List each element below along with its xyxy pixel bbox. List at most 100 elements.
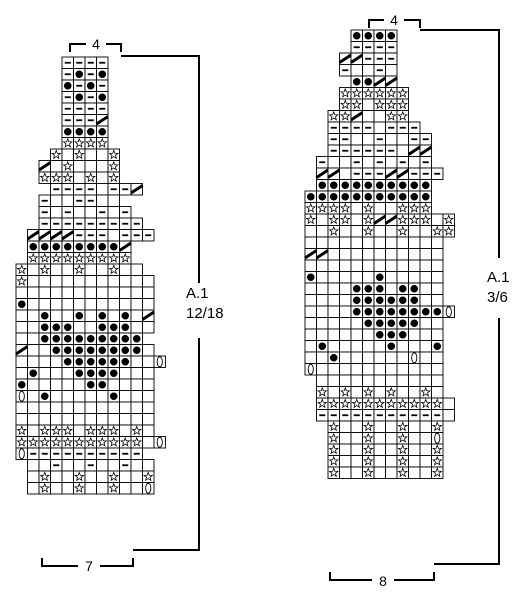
filled-circle-symbol — [17, 380, 26, 389]
filled-circle-symbol — [398, 192, 407, 201]
grid-cell — [27, 459, 40, 472]
grid-cell — [373, 455, 386, 468]
grid-cell — [73, 160, 86, 173]
grid-cell — [339, 248, 352, 261]
grid-cell — [350, 363, 363, 376]
grid-cell — [396, 144, 409, 157]
grid-cell — [431, 259, 444, 272]
slash-symbol — [396, 168, 410, 179]
grid-cell — [73, 206, 86, 219]
grid-cell — [396, 340, 409, 353]
grid-cell — [38, 344, 51, 357]
filled-circle-symbol — [318, 181, 327, 190]
star-symbol — [131, 425, 143, 436]
grid-cell — [362, 374, 375, 387]
grid-cell — [408, 236, 421, 249]
grid-cell — [350, 259, 363, 272]
grid-cell — [396, 236, 409, 249]
grid-cell — [385, 374, 398, 387]
grid-cell — [304, 305, 317, 318]
grid-cell — [73, 413, 86, 426]
slash-symbol — [315, 168, 329, 179]
slash-symbol — [15, 345, 29, 356]
star-symbol — [73, 137, 85, 148]
grid-cell — [316, 351, 329, 364]
grid-cell — [431, 363, 444, 376]
grid-cell — [385, 64, 398, 77]
slash-symbol — [95, 115, 109, 126]
grid-cell — [419, 455, 432, 468]
star-symbol — [408, 398, 420, 409]
slash-symbol — [141, 310, 155, 321]
grid-cell — [385, 271, 398, 284]
star-symbol — [119, 436, 131, 447]
grid-cell — [408, 156, 421, 169]
grid-cell — [373, 259, 386, 272]
slash-symbol — [350, 111, 364, 122]
filled-circle-symbol — [40, 242, 49, 251]
grid-cell — [50, 298, 63, 311]
filled-circle-symbol — [352, 296, 361, 305]
filled-circle-symbol — [86, 369, 95, 378]
filled-circle-symbol — [375, 319, 384, 328]
star-symbol — [85, 436, 97, 447]
grid-cell — [431, 374, 444, 387]
grid-cell — [304, 317, 317, 330]
star-symbol — [39, 264, 51, 275]
grid-cell — [38, 401, 51, 414]
grid-cell — [142, 424, 155, 437]
grid-cell — [396, 133, 409, 146]
grid-cell — [84, 160, 97, 173]
grid-cell — [385, 202, 398, 215]
filled-circle-symbol — [410, 296, 419, 305]
grid-cell — [373, 466, 386, 479]
grid-cell — [373, 121, 386, 134]
star-symbol — [385, 110, 397, 121]
grid-cell — [50, 355, 63, 368]
grid-cell — [408, 271, 421, 284]
grid-cell — [327, 294, 340, 307]
grid-cell — [50, 206, 63, 219]
star-symbol — [431, 444, 443, 455]
grid-cell — [419, 363, 432, 376]
filled-circle-symbol — [398, 330, 407, 339]
grid-cell — [38, 275, 51, 288]
grid-cell — [142, 401, 155, 414]
star-symbol — [362, 421, 374, 432]
filled-circle-symbol — [132, 346, 141, 355]
filled-circle-symbol — [98, 380, 107, 389]
filled-circle-symbol — [352, 284, 361, 293]
grid-cell — [84, 298, 97, 311]
star-symbol — [16, 436, 28, 447]
star-symbol — [397, 467, 409, 478]
grid-cell — [61, 459, 74, 472]
star-symbol — [385, 398, 397, 409]
star-symbol — [328, 398, 340, 409]
filled-circle-symbol — [109, 242, 118, 251]
grid-cell — [107, 275, 120, 288]
grid-cell — [373, 386, 386, 399]
grid-cell — [350, 374, 363, 387]
grid-cell — [419, 466, 432, 479]
grid-cell — [419, 271, 432, 284]
filled-circle-symbol — [352, 181, 361, 190]
star-symbol — [96, 137, 108, 148]
oval-symbol — [156, 356, 163, 368]
grid-cell — [316, 236, 329, 249]
filled-circle-symbol — [75, 93, 84, 102]
star-symbol — [420, 398, 432, 409]
filled-circle-symbol — [398, 307, 407, 316]
star-symbol — [385, 99, 397, 110]
grid-cell — [350, 236, 363, 249]
grid-cell — [339, 305, 352, 318]
star-symbol — [362, 225, 374, 236]
grid-cell — [304, 225, 317, 238]
grid-cell — [362, 64, 375, 77]
grid-cell — [339, 328, 352, 341]
grid-cell — [119, 275, 132, 288]
grid-cell — [385, 432, 398, 445]
grid-cell — [316, 317, 329, 330]
grid-cell — [96, 390, 109, 403]
grid-cell — [15, 401, 28, 414]
filled-circle-symbol — [421, 307, 430, 316]
